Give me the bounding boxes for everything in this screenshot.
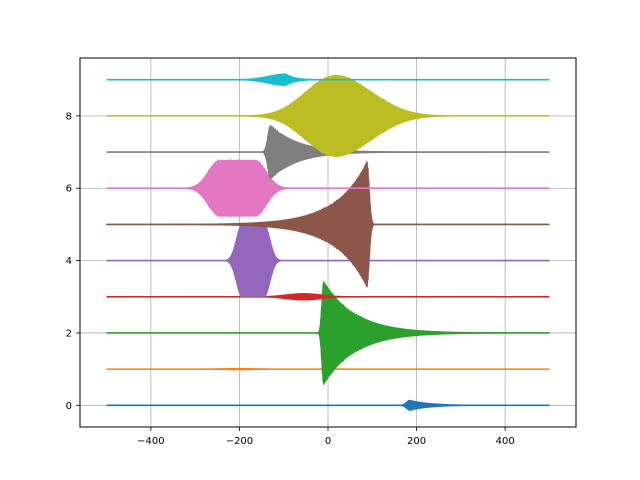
x-axis: −400 −200 0 200 400	[137, 427, 515, 447]
y-tick-label: 4	[66, 256, 72, 267]
x-tick-label: 0	[325, 436, 331, 447]
y-tick-label: 8	[66, 111, 72, 122]
y-tick-label: 6	[66, 184, 72, 195]
x-tick-label: 400	[496, 436, 515, 447]
x-tick-label: −200	[226, 436, 253, 447]
y-tick-label: 0	[66, 401, 72, 412]
plot-area	[106, 72, 550, 412]
y-axis: 0 2 4 6 8	[66, 111, 80, 412]
y-tick-label: 2	[66, 328, 72, 339]
x-tick-label: −400	[137, 436, 164, 447]
series-signal	[106, 158, 550, 219]
series-signal	[106, 223, 550, 299]
x-tick-label: 200	[407, 436, 426, 447]
